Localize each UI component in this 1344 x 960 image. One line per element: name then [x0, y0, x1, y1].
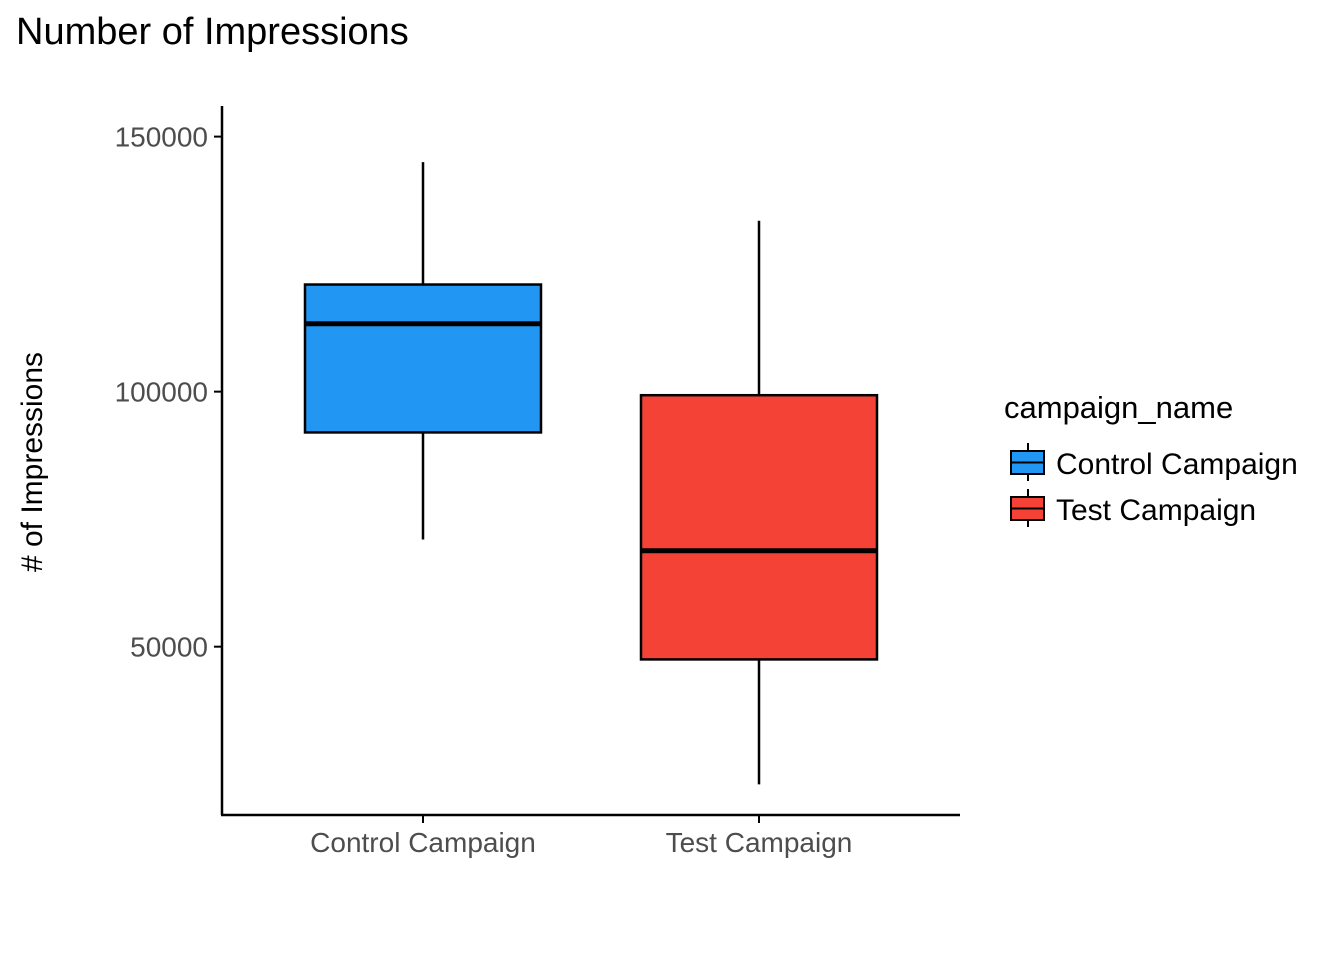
legend-title: campaign_name [1004, 390, 1233, 425]
chart-title: Number of Impressions [16, 11, 409, 53]
plot-area: 50000 100000 150000 Control Campaign Test Ca… [115, 106, 960, 858]
legend: campaign_name Control Campaign Test Campa… [1004, 390, 1298, 527]
y-axis-label: # of Impressions [16, 352, 49, 572]
box [303, 283, 543, 434]
x-tick-label: Control Campaign [310, 827, 536, 858]
y-tick-label: 150000 [115, 122, 208, 153]
box [639, 393, 879, 661]
legend-item: Control Campaign [1010, 443, 1298, 481]
x-tick-label: Test Campaign [666, 827, 853, 858]
legend-label: Control Campaign [1056, 448, 1298, 481]
legend-label: Test Campaign [1056, 494, 1256, 527]
y-tick-label: 50000 [130, 632, 208, 663]
legend-item: Test Campaign [1010, 489, 1256, 527]
y-tick-label: 100000 [115, 377, 208, 408]
